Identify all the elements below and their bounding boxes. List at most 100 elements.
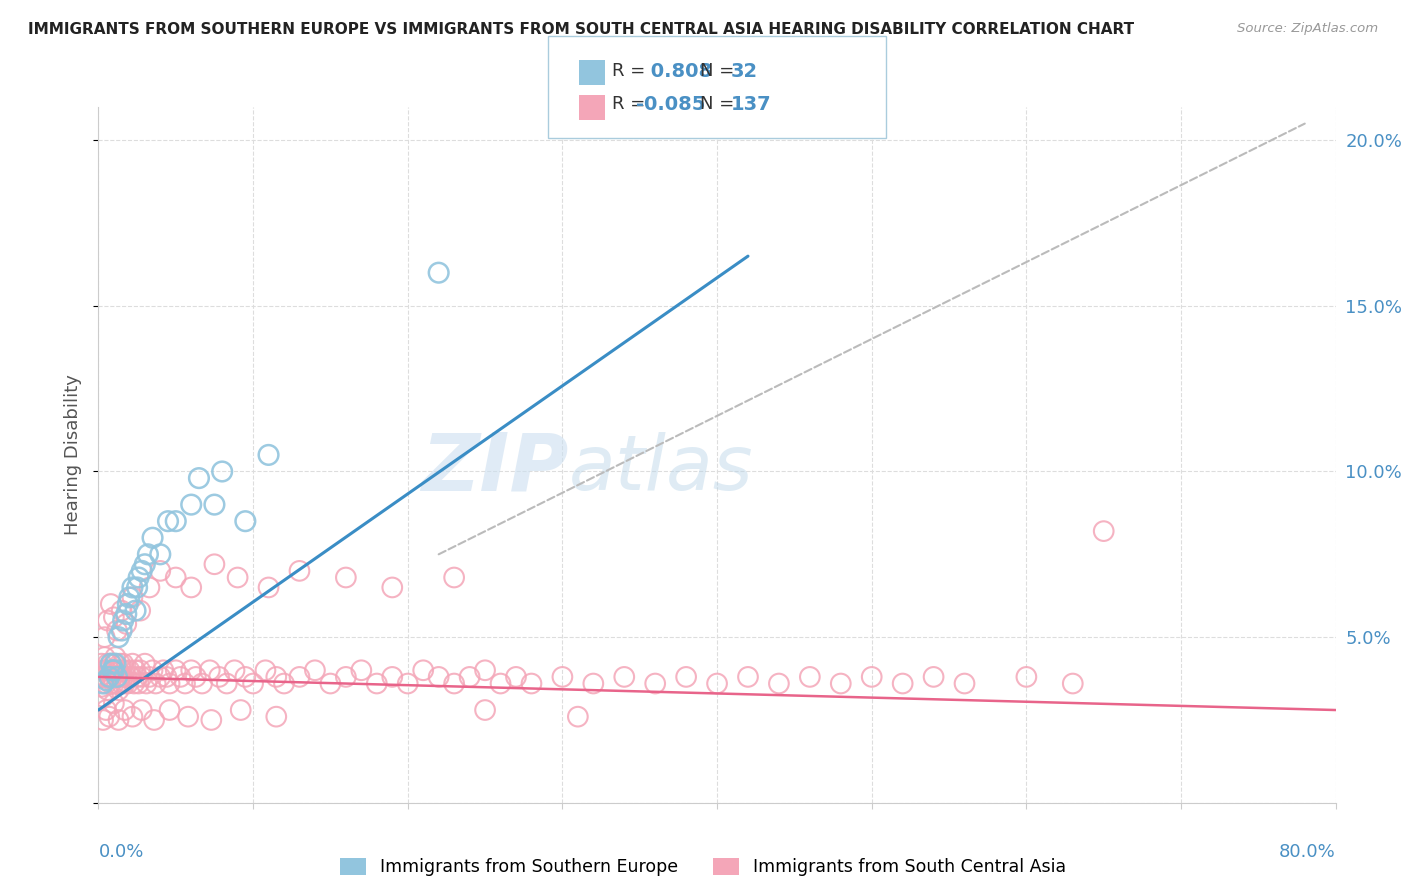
- Point: [134, 657, 156, 671]
- Point: [100, 676, 122, 690]
- Point: [335, 670, 357, 684]
- Point: [103, 676, 125, 690]
- Point: [474, 703, 496, 717]
- Point: [93, 630, 115, 644]
- Point: [136, 547, 159, 561]
- Point: [103, 663, 125, 677]
- Point: [551, 670, 574, 684]
- Point: [91, 690, 114, 704]
- Point: [427, 670, 450, 684]
- Point: [138, 581, 160, 595]
- Point: [89, 670, 111, 684]
- Point: [129, 604, 152, 618]
- Point: [1062, 676, 1084, 690]
- Point: [112, 670, 135, 684]
- Point: [145, 676, 167, 690]
- Point: [100, 597, 122, 611]
- Text: R =: R =: [612, 95, 651, 113]
- Point: [129, 663, 152, 677]
- Point: [117, 676, 139, 690]
- Point: [149, 670, 172, 684]
- Point: [104, 657, 127, 671]
- Point: [121, 591, 143, 605]
- Point: [108, 657, 131, 671]
- Point: [128, 570, 150, 584]
- Point: [215, 676, 238, 690]
- Point: [93, 670, 115, 684]
- Point: [567, 709, 589, 723]
- Point: [134, 558, 156, 572]
- Text: R =: R =: [612, 62, 651, 79]
- Point: [169, 670, 191, 684]
- Point: [98, 670, 121, 684]
- Point: [115, 607, 138, 621]
- Point: [335, 570, 357, 584]
- Point: [381, 670, 404, 684]
- Point: [165, 663, 187, 677]
- Point: [427, 266, 450, 280]
- Point: [188, 471, 211, 485]
- Point: [242, 676, 264, 690]
- Point: [112, 614, 135, 628]
- Point: [254, 663, 277, 677]
- Point: [107, 713, 129, 727]
- Point: [257, 581, 280, 595]
- Point: [200, 713, 222, 727]
- Point: [124, 663, 146, 677]
- Point: [235, 670, 257, 684]
- Point: [101, 663, 124, 677]
- Point: [107, 630, 129, 644]
- Point: [474, 663, 496, 677]
- Point: [396, 676, 419, 690]
- Point: [953, 676, 976, 690]
- Point: [350, 663, 373, 677]
- Point: [922, 670, 945, 684]
- Text: -0.085: -0.085: [636, 95, 704, 114]
- Legend: Immigrants from Southern Europe, Immigrants from South Central Asia: Immigrants from Southern Europe, Immigra…: [333, 851, 1073, 883]
- Point: [155, 670, 177, 684]
- Point: [131, 670, 153, 684]
- Point: [107, 683, 129, 698]
- Point: [107, 663, 129, 677]
- Point: [100, 657, 122, 671]
- Point: [613, 670, 636, 684]
- Text: ZIP: ZIP: [422, 430, 568, 508]
- Point: [737, 670, 759, 684]
- Point: [124, 604, 146, 618]
- Point: [266, 709, 288, 723]
- Point: [412, 663, 434, 677]
- Point: [90, 680, 112, 694]
- Point: [96, 673, 118, 688]
- Point: [229, 703, 252, 717]
- Point: [103, 610, 125, 624]
- Point: [91, 713, 114, 727]
- Point: [131, 703, 153, 717]
- Point: [830, 676, 852, 690]
- Point: [198, 663, 221, 677]
- Point: [117, 597, 139, 611]
- Point: [91, 663, 114, 677]
- Point: [98, 670, 121, 684]
- Point: [135, 676, 157, 690]
- Point: [138, 670, 160, 684]
- Point: [266, 670, 288, 684]
- Point: [122, 676, 145, 690]
- Point: [582, 676, 605, 690]
- Point: [115, 616, 138, 631]
- Point: [101, 670, 124, 684]
- Point: [111, 663, 134, 677]
- Point: [105, 676, 128, 690]
- Text: 0.808: 0.808: [644, 62, 711, 80]
- Point: [257, 448, 280, 462]
- Point: [165, 570, 187, 584]
- Point: [489, 676, 512, 690]
- Point: [149, 564, 172, 578]
- Point: [235, 514, 257, 528]
- Point: [159, 676, 181, 690]
- Point: [211, 465, 233, 479]
- Point: [120, 670, 142, 684]
- Y-axis label: Hearing Disability: Hearing Disability: [65, 375, 83, 535]
- Point: [443, 570, 465, 584]
- Point: [128, 676, 150, 690]
- Point: [127, 670, 149, 684]
